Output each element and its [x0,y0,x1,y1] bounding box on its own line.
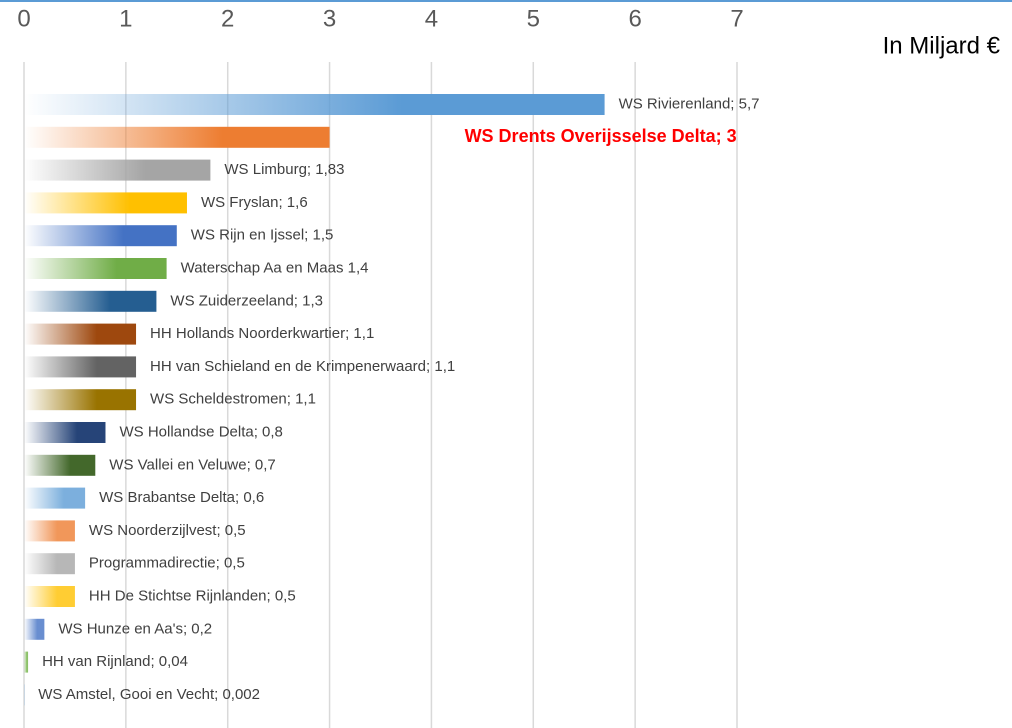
x-tick-label: 3 [323,5,336,32]
x-tick-label: 7 [730,5,743,32]
bar [24,553,75,575]
bar [24,290,157,312]
data-label: WS Rijn en Ijssel; 1,5 [191,227,334,244]
data-label: WS Brabantse Delta; 0,6 [99,489,264,506]
bar [24,487,86,509]
bar [24,126,330,148]
data-label: WS Drents Overijsselse Delta; 3 [465,126,737,146]
data-label: WS Scheldestromen; 1,1 [150,391,316,408]
x-tick-label: 4 [425,5,438,32]
x-tick-label: 1 [119,5,132,32]
data-label: WS Vallei en Veluwe; 0,7 [109,456,275,473]
data-label: WS Rivierenland; 5,7 [619,95,760,112]
x-tick-label: 6 [628,5,641,32]
bar [24,94,605,115]
bar [24,356,137,378]
bar [24,159,211,181]
data-label: Programmadirectie; 0,5 [89,555,245,572]
x-tick-label: 2 [221,5,234,32]
data-label: Waterschap Aa en Maas 1,4 [181,259,369,276]
x-tick-label: 0 [17,5,30,32]
bar [24,454,96,476]
data-label: WS Hunze en Aa's; 0,2 [58,620,212,637]
x-tick-label: 5 [527,5,540,32]
bar [24,192,187,214]
data-label: WS Hollandse Delta; 0,8 [119,423,282,440]
data-label: WS Zuiderzeeland; 1,3 [170,292,323,309]
bar [24,225,177,247]
bar [24,618,45,640]
bar [24,520,75,542]
data-label: HH Hollands Noorderkwartier; 1,1 [150,325,374,342]
x-axis-label: In Miljard € [883,32,1001,59]
bar [24,258,167,279]
data-label: WS Limburg; 1,83 [224,161,344,178]
bar [24,422,106,443]
data-label: HH De Stichtse Rijnlanden; 0,5 [89,587,296,604]
bar [24,651,29,673]
data-label: WS Fryslan; 1,6 [201,194,308,211]
data-label: WS Noorderzijlvest; 0,5 [89,522,246,539]
data-label: HH van Rijnland; 0,04 [42,653,188,670]
data-label: WS Amstel, Gooi en Vecht; 0,002 [38,686,260,703]
bar [24,389,137,411]
data-label: HH van Schieland en de Krimpenerwaard; 1… [150,358,455,375]
bar [24,586,75,607]
bar [24,323,137,345]
